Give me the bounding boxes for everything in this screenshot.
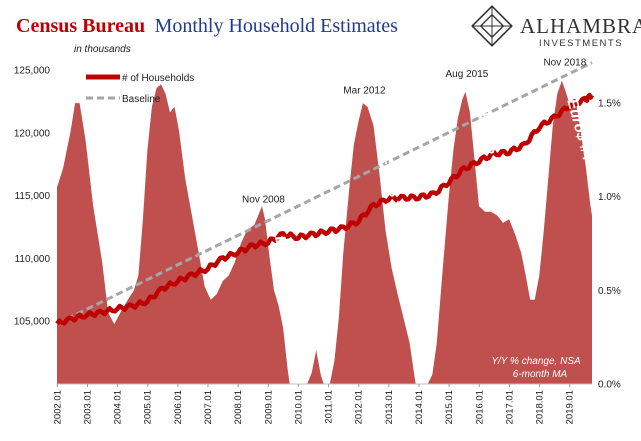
x-tick-label: 2016.01	[474, 390, 485, 424]
chart-title-part-2: Monthly Household Estimates	[155, 15, 399, 37]
axes: 105,000 110,000 115,000 120,000 125,000 0.0% 0…	[14, 66, 621, 425]
x-tick-label: 2017.01	[504, 390, 515, 424]
legend: # of Households Baseline	[86, 73, 194, 105]
x-tick-label: 2013.01	[384, 390, 395, 424]
x-tick-label: 2008.01	[233, 390, 244, 424]
baseline-line	[56, 61, 593, 326]
legend-label-baseline: Baseline	[122, 94, 161, 105]
x-tick-label: 2007.01	[203, 390, 214, 424]
households-series	[55, 92, 594, 326]
episode-label: Euro$ #1	[271, 234, 304, 300]
y-left-tick-label: 125,000	[14, 66, 51, 77]
logo-name: ALHAMBRA	[520, 14, 641, 38]
footnote-line-2: 6-month MA	[513, 369, 568, 380]
y-right-tick-label: 1.5%	[598, 99, 621, 110]
legend-label-households: # of Households	[122, 73, 194, 84]
chart-title: Census Bureau Monthly Household Estimate…	[16, 15, 398, 37]
y-left-tick-label: 105,000	[14, 317, 51, 328]
baseline-series	[56, 61, 593, 326]
x-tick-label: 2019.01	[565, 390, 576, 424]
x-tick-label: 2005.01	[143, 390, 154, 424]
units-note: in thousands	[74, 44, 131, 55]
x-tick-label: 2002.01	[52, 390, 63, 424]
x-tick-label: 2014.01	[414, 390, 425, 424]
x-tick-label: 2006.01	[173, 390, 184, 424]
y-right-tick-label: 0.0%	[598, 380, 621, 391]
y-left-tick-label: 110,000	[15, 254, 51, 265]
x-tick-label: 2015.01	[444, 390, 455, 424]
logo-subtitle: INVESTMENTS	[539, 38, 623, 49]
x-tick-label: 2012.01	[354, 390, 365, 424]
alhambra-logo: ALHAMBRA INVESTMENTS	[471, 5, 641, 49]
x-tick-label: 2003.01	[82, 390, 93, 424]
peak-annotation: Aug 2015	[446, 69, 489, 80]
peak-annotation: Mar 2012	[343, 86, 386, 97]
x-tick-label: 2010.01	[293, 390, 304, 424]
peak-annotation: Nov 2008	[242, 194, 285, 205]
footnote-line-1: Y/Y % change, NSA	[491, 356, 581, 367]
chart-title-part-1: Census Bureau	[16, 15, 145, 37]
x-tick-label: 2011.01	[324, 390, 335, 424]
y-right-tick-label: 0.5%	[598, 286, 621, 297]
x-tick-label: 2009.01	[263, 390, 274, 424]
y-left-tick-label: 120,000	[14, 128, 51, 139]
yoy-area-series	[57, 80, 592, 384]
x-tick-label: 2018.01	[535, 390, 546, 424]
y-right-tick-label: 1.0%	[598, 192, 621, 203]
y-left-tick-label: 115,000	[15, 191, 51, 202]
x-tick-label: 2004.01	[113, 390, 124, 424]
peak-annotation: Nov 2018	[543, 58, 586, 69]
households-line	[55, 92, 594, 326]
alhambra-diamond-icon	[471, 5, 513, 47]
yoy-area	[57, 80, 592, 384]
episode-label: Euro$ #3	[474, 110, 507, 176]
